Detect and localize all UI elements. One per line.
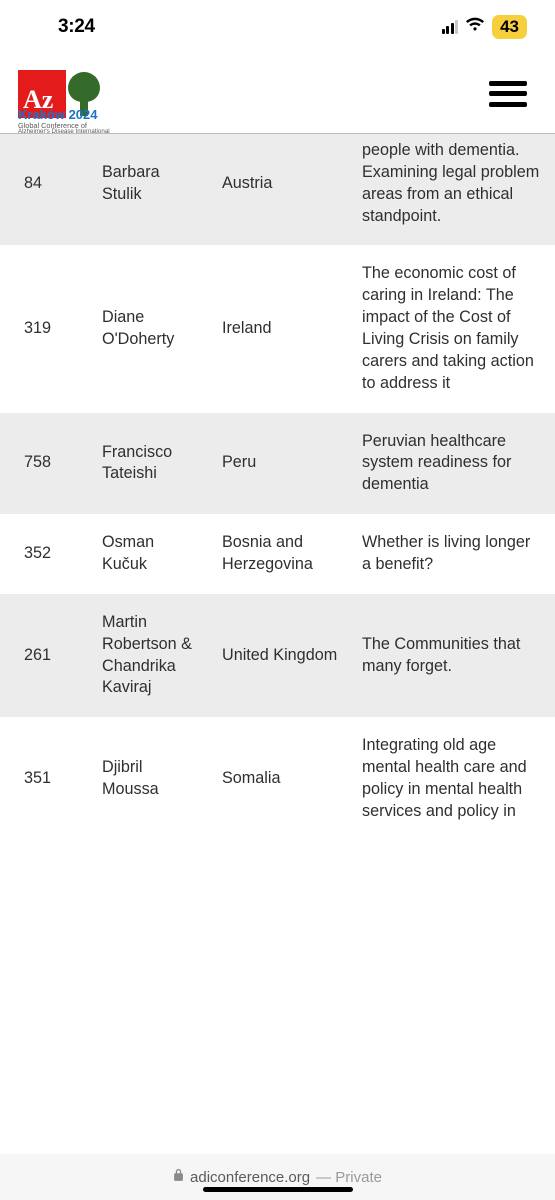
lock-icon [173, 1168, 184, 1186]
table-row[interactable]: 261Martin Robertson & Chandrika KavirajU… [0, 594, 555, 717]
presenter-country: Ireland [210, 245, 350, 412]
abstract-id: 758 [0, 413, 90, 515]
presenter-country: Peru [210, 413, 350, 515]
status-time: 3:24 [58, 16, 95, 38]
abstract-title: Whether is living longer a benefit? [350, 514, 555, 594]
status-bar: 3:24 43 [0, 0, 555, 54]
presenter-name: Francisco Tateishi [90, 413, 210, 515]
browser-mode: — Private [316, 1169, 382, 1186]
table-row[interactable]: 352Osman KučukBosnia and HerzegovinaWhet… [0, 514, 555, 594]
browser-address-bar[interactable]: adiconference.org — Private [0, 1154, 555, 1200]
menu-button[interactable] [489, 79, 527, 109]
presenter-country: Bosnia and Herzegovina [210, 514, 350, 594]
table-row[interactable]: 351Djibril MoussaSomaliaIntegrating old … [0, 717, 555, 840]
presenter-country: United Kingdom [210, 594, 350, 717]
logo-city-year: Kraków 2024 [18, 108, 110, 122]
presenter-name: Diane O'Doherty [90, 245, 210, 412]
abstract-id: 261 [0, 594, 90, 717]
presenter-name: Osman Kučuk [90, 514, 210, 594]
abstract-title: The economic cost of caring in Ireland: … [350, 245, 555, 412]
table-row[interactable]: 84Barbara StulikAustriapeople with demen… [0, 134, 555, 245]
battery-badge: 43 [492, 15, 527, 39]
abstract-title: The Communities that many forget. [350, 594, 555, 717]
abstracts-table: 84Barbara StulikAustriapeople with demen… [0, 134, 555, 841]
abstract-title: Integrating old age mental health care a… [350, 717, 555, 840]
presenter-name: Martin Robertson & Chandrika Kaviraj [90, 594, 210, 717]
presenter-name: Djibril Moussa [90, 717, 210, 840]
presenter-country: Somalia [210, 717, 350, 840]
wifi-icon [465, 16, 485, 38]
abstract-id: 319 [0, 245, 90, 412]
table-row[interactable]: 319Diane O'DohertyIrelandThe economic co… [0, 245, 555, 412]
abstract-title: people with dementia. Examining legal pr… [350, 134, 555, 245]
abstract-title: Peruvian healthcare system readiness for… [350, 413, 555, 515]
table-row[interactable]: 758Francisco TateishiPeruPeruvian health… [0, 413, 555, 515]
abstract-id: 351 [0, 717, 90, 840]
abstract-id: 352 [0, 514, 90, 594]
status-indicators: 43 [442, 15, 527, 39]
cellular-icon [442, 20, 459, 34]
browser-domain: adiconference.org [190, 1169, 310, 1186]
presenter-name: Barbara Stulik [90, 134, 210, 245]
home-indicator[interactable] [203, 1187, 353, 1192]
logo-caption: Kraków 2024 Global Conference of Alzheim… [18, 108, 110, 136]
abstract-id: 84 [0, 134, 90, 245]
presenter-country: Austria [210, 134, 350, 245]
